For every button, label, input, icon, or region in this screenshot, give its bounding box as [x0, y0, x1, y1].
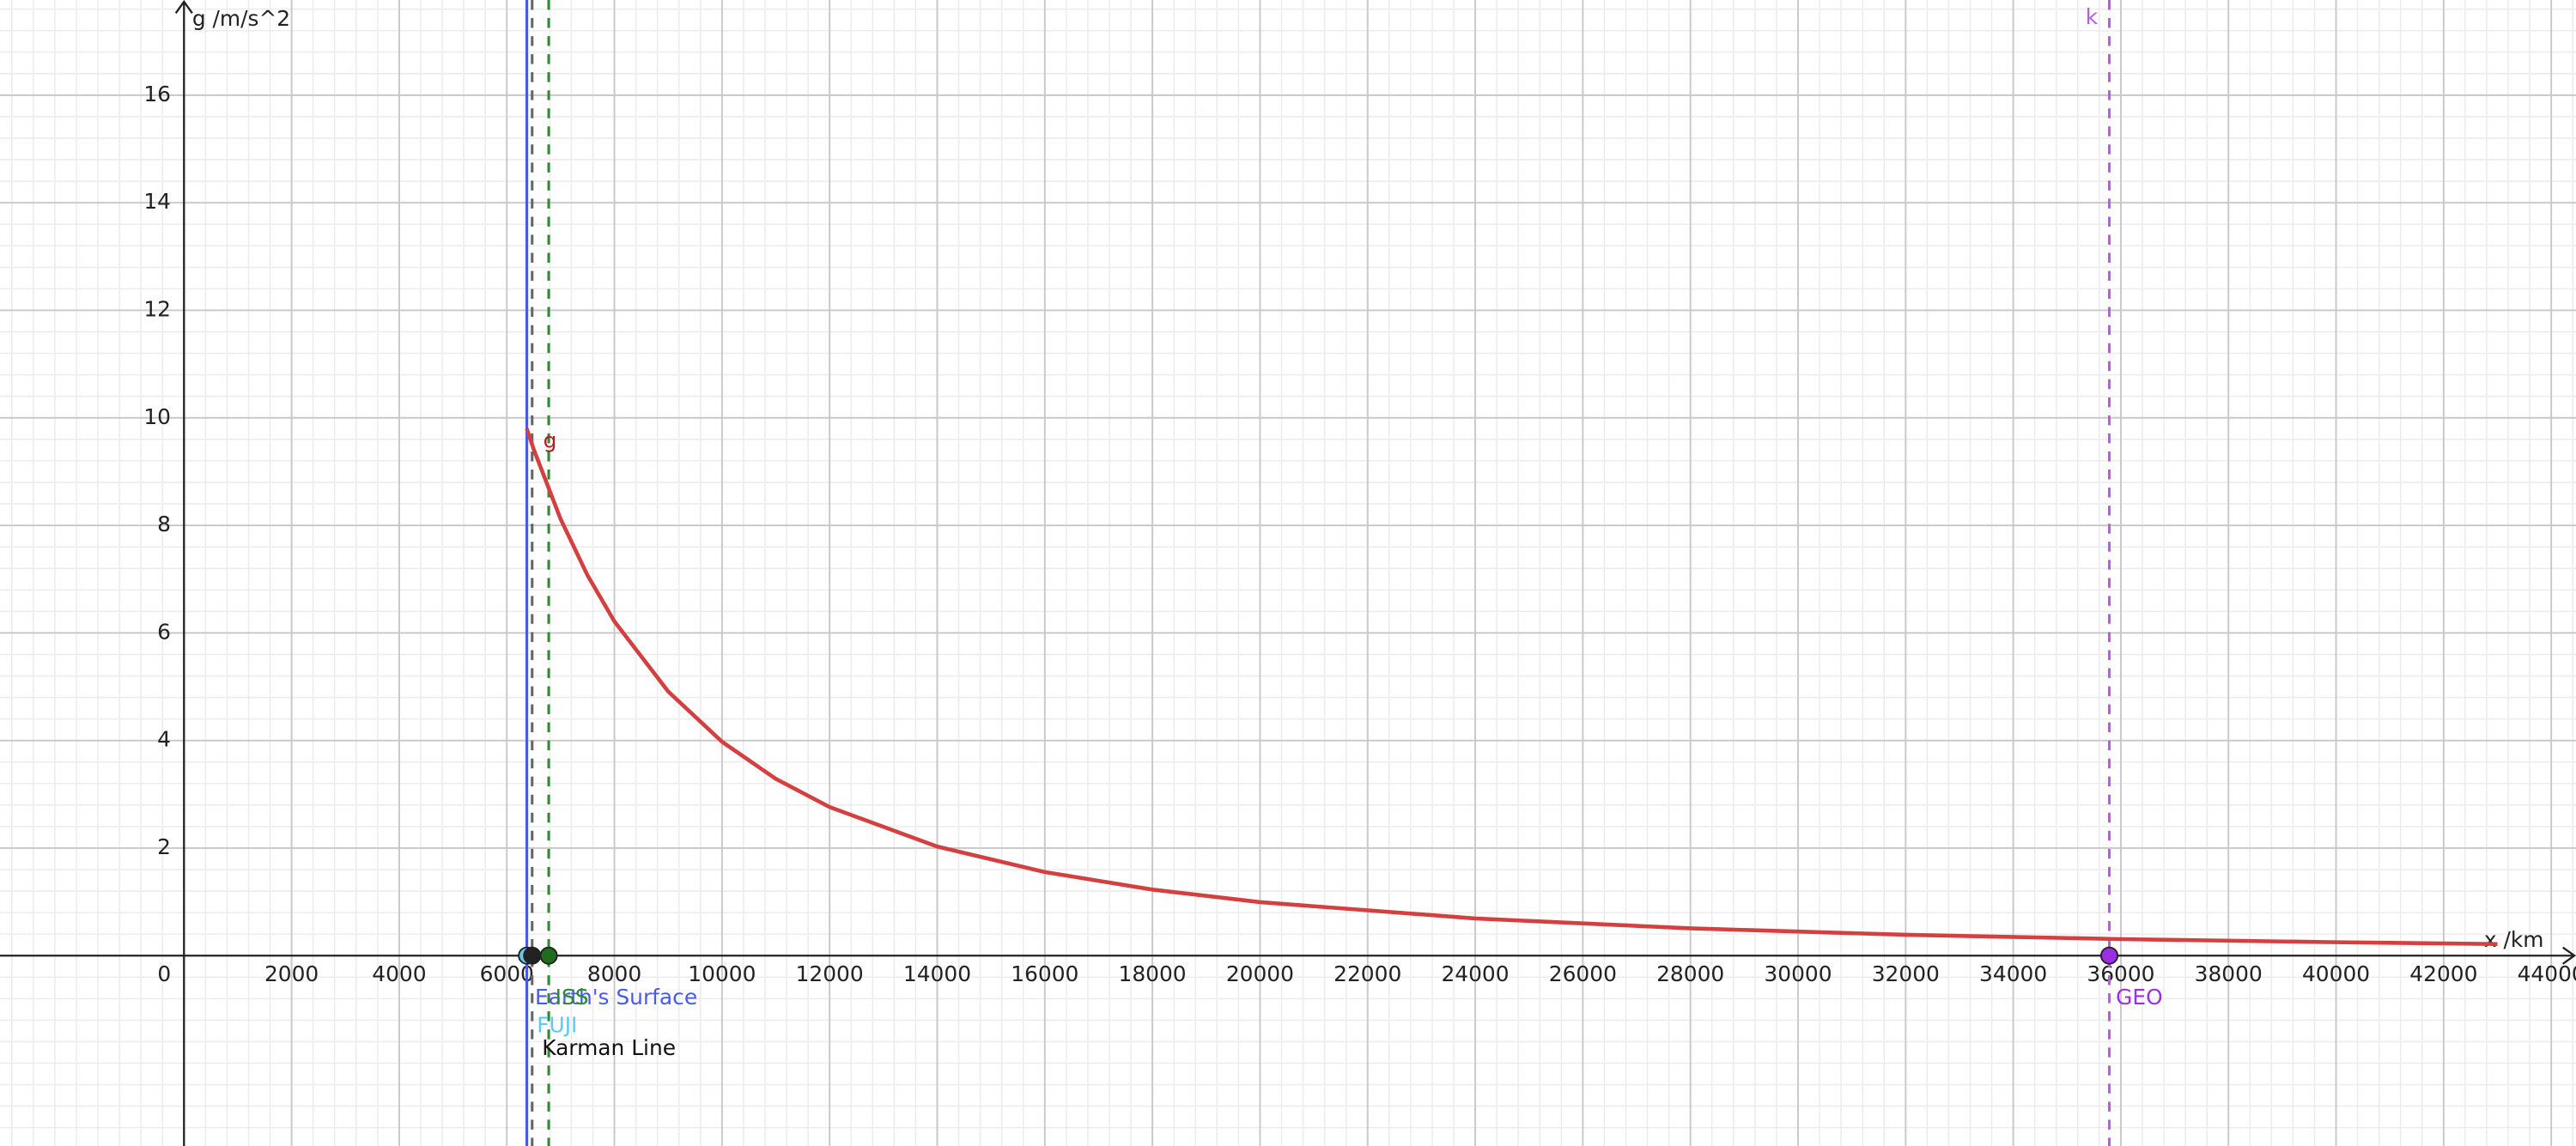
curve-label: g: [544, 428, 557, 453]
y-tick-label: 14: [143, 189, 171, 214]
x-tick-label: 42000: [2409, 961, 2477, 986]
y-tick-label: 2: [157, 834, 171, 859]
x-tick-label: 10000: [688, 961, 756, 986]
line-label: ISS: [556, 985, 589, 1010]
x-tick-label: 18000: [1119, 961, 1187, 986]
y-tick-label: 4: [157, 727, 171, 752]
y-axis-arrow: [174, 0, 193, 14]
x-tick-label: 38000: [2195, 961, 2263, 986]
line-label: Earth's Surface: [535, 985, 697, 1010]
x-tick-label: 14000: [903, 961, 971, 986]
point: [2099, 946, 2119, 965]
x-tick-label: 0: [157, 961, 171, 986]
line-label: k: [2086, 4, 2099, 29]
point-label: GEO: [2116, 985, 2163, 1010]
y-tick-label: 16: [143, 82, 171, 106]
x-tick-label: 30000: [1764, 961, 1832, 986]
y-tick-label: 6: [157, 619, 171, 644]
x-tick-label: 22000: [1334, 961, 1401, 986]
y-tick-label: 12: [143, 296, 171, 321]
x-tick-label: 8000: [587, 961, 641, 986]
point-label: FUJI: [537, 1012, 577, 1037]
x-tick-label: 26000: [1549, 961, 1617, 986]
x-tick-label: 40000: [2302, 961, 2370, 986]
x-tick-label: 36000: [2087, 961, 2154, 986]
x-tick-label: 12000: [796, 961, 864, 986]
line-label: Karman Line: [542, 1035, 676, 1060]
y-tick-label: 8: [157, 512, 171, 537]
y-tick-label: 10: [143, 404, 171, 429]
x-tick-label: 6000: [480, 961, 534, 986]
x-tick-label: 20000: [1226, 961, 1294, 986]
point: [523, 946, 542, 965]
x-tick-label: 32000: [1872, 961, 1940, 986]
x-tick-label: 34000: [1979, 961, 2047, 986]
x-tick-label: 24000: [1441, 961, 1509, 986]
x-tick-label: 44000: [2518, 961, 2576, 986]
x-tick-label: 16000: [1011, 961, 1078, 986]
x-tick-label: 28000: [1656, 961, 1724, 986]
x-tick-label: 2000: [264, 961, 319, 986]
function-curve: [525, 427, 2498, 947]
x-axis-arrow: [2562, 946, 2576, 965]
x-axis-label: x /km: [2484, 927, 2544, 952]
point: [539, 946, 558, 965]
y-axis-label: g /m/s^2: [192, 6, 290, 31]
x-tick-label: 4000: [372, 961, 426, 986]
